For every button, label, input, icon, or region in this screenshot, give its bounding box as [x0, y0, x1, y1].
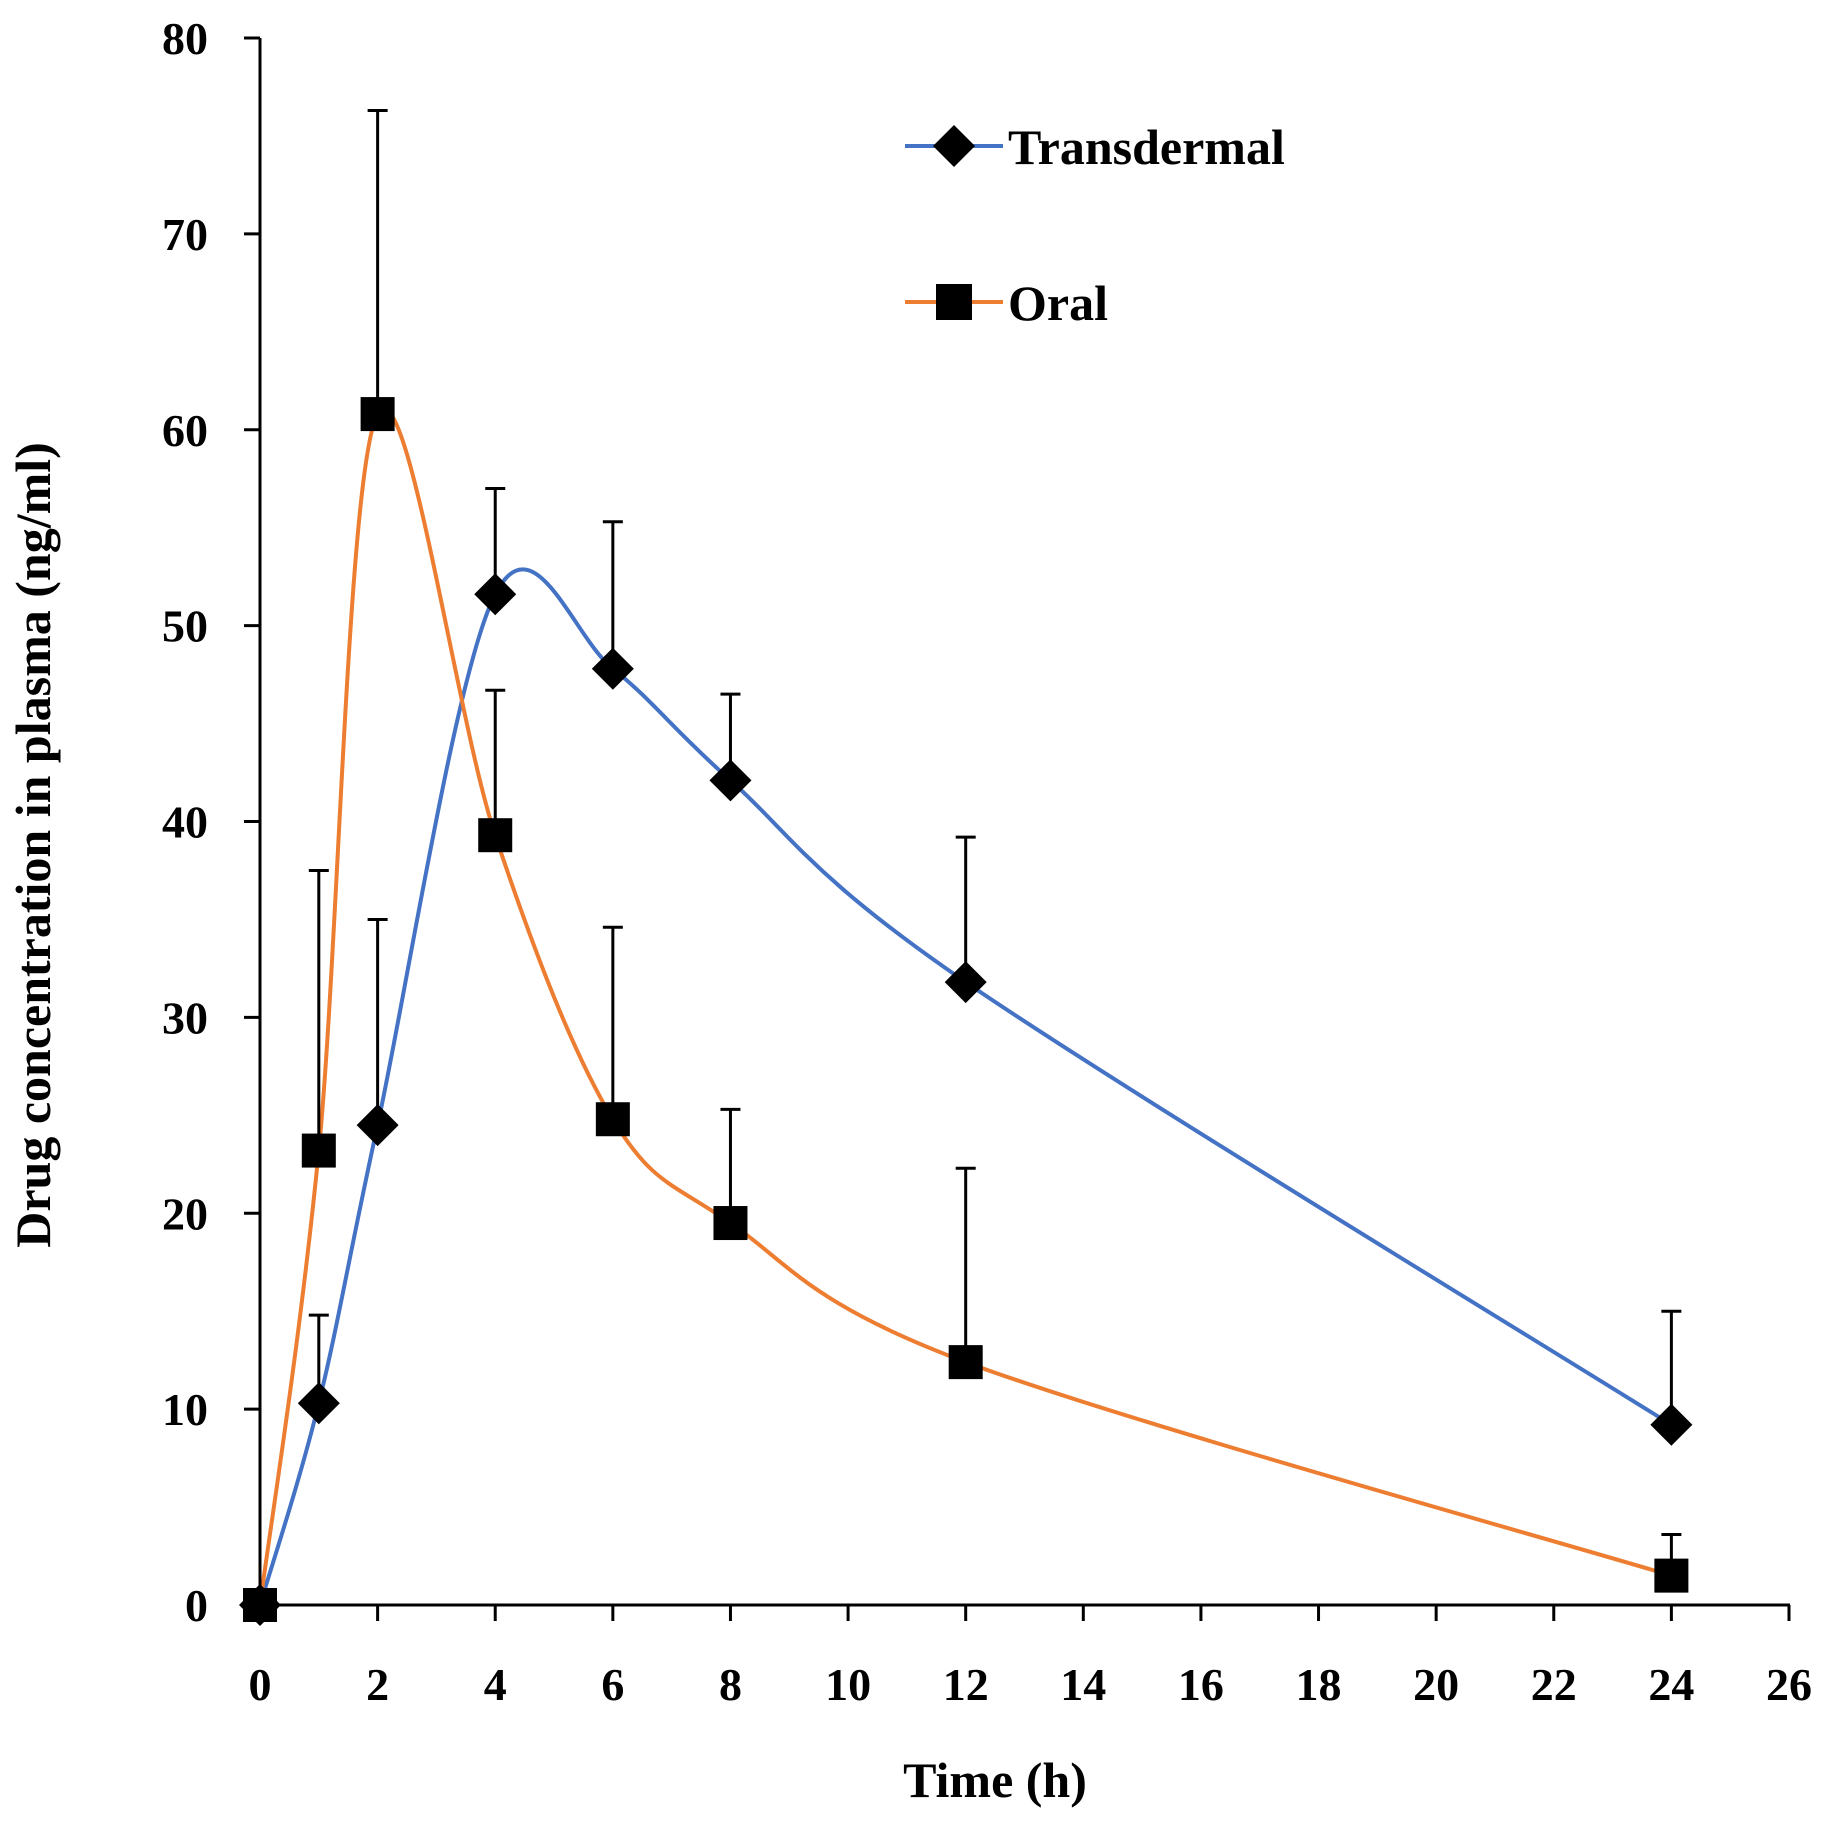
y-tick-label: 0 [185, 1580, 208, 1631]
marker-oral [478, 818, 513, 853]
y-tick-label: 40 [162, 797, 208, 848]
x-tick-label: 20 [1413, 1659, 1459, 1710]
x-tick-label: 22 [1531, 1659, 1577, 1710]
y-tick-label: 10 [162, 1384, 208, 1435]
x-tick-label: 0 [249, 1659, 272, 1710]
x-tick-label: 24 [1648, 1659, 1694, 1710]
x-tick-label: 18 [1296, 1659, 1342, 1710]
marker-transdermal [591, 647, 634, 690]
y-tick-label: 20 [162, 1188, 208, 1239]
axes [244, 36, 1791, 1621]
error-bars [308, 108, 1682, 1576]
y-tick-label: 80 [162, 13, 208, 64]
x-tick-labels: 0 2 4 6 8 10 12 14 16 18 20 22 24 26 [249, 1659, 1813, 1710]
marker-transdermal [1650, 1403, 1693, 1446]
x-tick-label: 2 [366, 1659, 389, 1710]
x-tick-label: 6 [601, 1659, 624, 1710]
x-tick-label: 8 [719, 1659, 742, 1710]
legend-label-transdermal: Transdermal [1008, 119, 1285, 175]
series-lines [258, 407, 1673, 1606]
marker-oral [1654, 1558, 1689, 1593]
series-line-oral [258, 407, 1672, 1606]
x-axis-title: Time (h) [903, 1752, 1087, 1808]
legend-marker-oral [936, 284, 972, 320]
legend-label-oral: Oral [1008, 275, 1108, 331]
y-tick-label: 30 [162, 992, 208, 1043]
y-tick-label: 70 [162, 209, 208, 260]
marker-transdermal [709, 759, 752, 802]
marker-oral [301, 1133, 336, 1168]
marker-oral [360, 397, 395, 432]
marker-oral [948, 1345, 983, 1380]
marker-transdermal [944, 961, 987, 1004]
marker-transdermal [297, 1382, 340, 1425]
series-line-transdermal [258, 567, 1673, 1606]
marker-transdermal [474, 573, 517, 616]
x-tick-label: 4 [484, 1659, 507, 1710]
y-tick-labels: 0 10 20 30 40 50 60 70 80 [162, 13, 208, 1631]
legend-marker-transdermal [933, 125, 975, 167]
x-tick-label: 16 [1178, 1659, 1224, 1710]
marker-oral [595, 1102, 630, 1137]
x-tick-label: 26 [1766, 1659, 1812, 1710]
x-tick-label: 12 [943, 1659, 989, 1710]
y-tick-label: 60 [162, 405, 208, 456]
marker-transdermal [356, 1104, 399, 1147]
data-markers [239, 397, 1693, 1626]
x-tick-label: 14 [1060, 1659, 1106, 1710]
legend: Transdermal Oral [905, 119, 1285, 331]
marker-oral [713, 1206, 748, 1241]
y-axis-title: Drug concentration in plasma (ng/ml) [5, 442, 61, 1248]
x-tick-label: 10 [825, 1659, 871, 1710]
y-tick-label: 50 [162, 601, 208, 652]
